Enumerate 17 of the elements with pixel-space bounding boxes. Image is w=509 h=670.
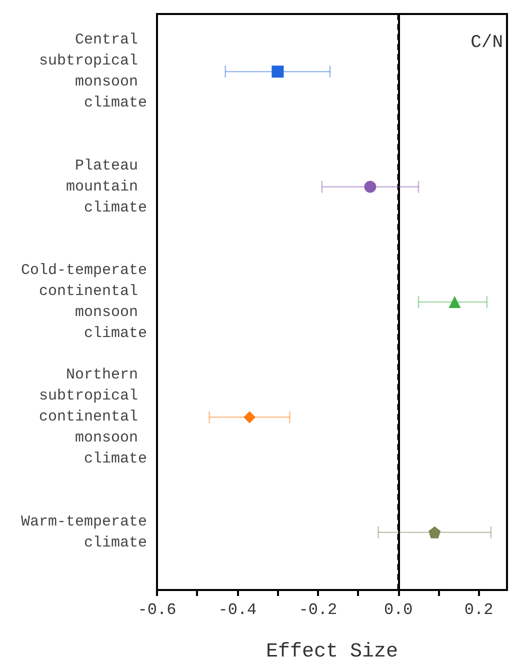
y-tick-label: Northern subtropical continental monsoon climate — [38, 366, 147, 468]
annotation: C/N — [470, 33, 503, 53]
x-tick-label: 0.2 — [464, 601, 494, 619]
y-tick-label: Central subtropical monsoon climate — [38, 32, 147, 112]
y-tick-label: Cold-temperate continental monsoon climate — [20, 262, 147, 342]
point — [448, 296, 461, 308]
point — [364, 180, 376, 193]
point — [272, 66, 284, 78]
x-tick-label: -0.4 — [218, 601, 257, 619]
x-tick-label: -0.2 — [298, 601, 338, 619]
y-tick-label: Plateau mountain climate — [66, 157, 147, 216]
point — [244, 411, 256, 424]
x-tick-label: 0.0 — [384, 601, 413, 619]
point — [428, 526, 441, 538]
x-axis-title: Effect Size — [266, 640, 398, 664]
y-tick-label: Warm-temperate climate — [20, 513, 147, 552]
x-tick-label: -0.6 — [138, 601, 176, 619]
